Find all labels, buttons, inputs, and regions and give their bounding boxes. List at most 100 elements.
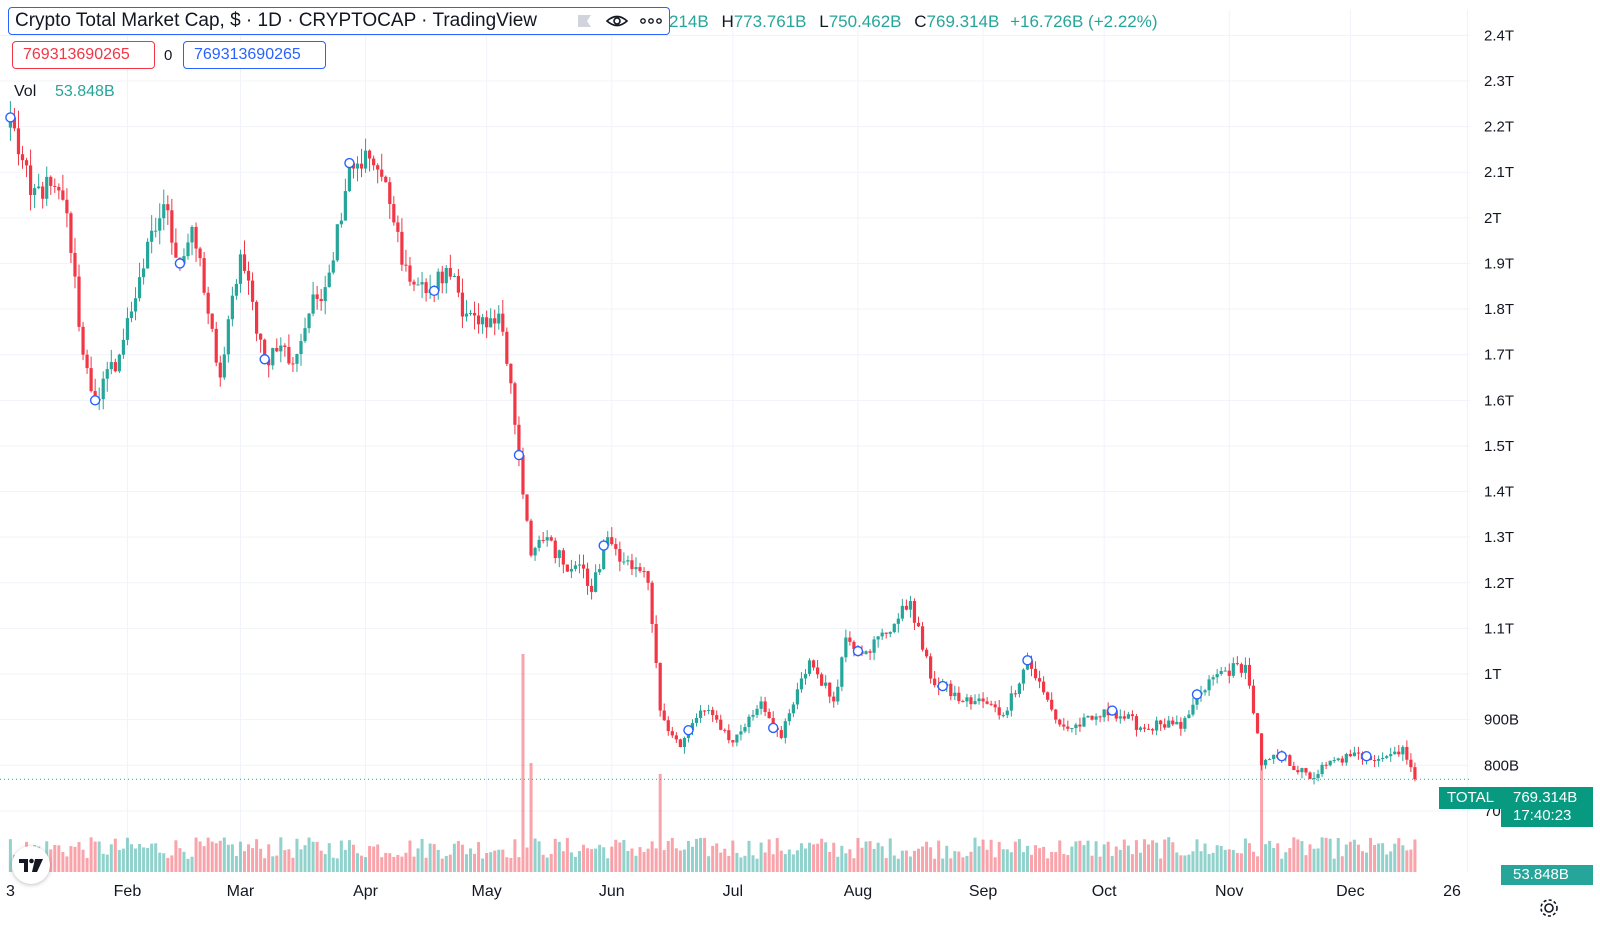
candle-body xyxy=(440,271,444,284)
candle-body xyxy=(190,226,194,243)
more-icon[interactable] xyxy=(639,16,663,26)
volume-bar xyxy=(921,846,925,872)
candle-body xyxy=(210,313,214,329)
candle-body xyxy=(618,549,622,562)
price-input-blue[interactable]: 769313690265 xyxy=(183,41,326,69)
candle-body xyxy=(1389,754,1393,757)
volume-bar xyxy=(646,848,650,872)
volume-bar xyxy=(670,837,674,872)
candle-body xyxy=(311,294,315,314)
candle-body xyxy=(1001,715,1005,717)
close-value: 769.314B xyxy=(926,12,1000,31)
candle-body xyxy=(141,268,146,278)
candle-body xyxy=(61,190,65,200)
volume-bar xyxy=(937,840,941,872)
candle-body xyxy=(626,560,630,562)
volume-bar xyxy=(674,848,678,872)
candle-body xyxy=(791,704,795,714)
y-tick-label: 1.5T xyxy=(1484,438,1514,455)
volume-bar xyxy=(1030,854,1034,872)
candle-body xyxy=(723,729,727,731)
tradingview-logo[interactable] xyxy=(12,846,50,884)
candle-body xyxy=(569,568,574,572)
volume-bar xyxy=(1163,839,1167,872)
candle-body xyxy=(630,560,634,570)
volume-bar xyxy=(295,838,299,872)
candle-body xyxy=(396,222,400,232)
y-tick-label: 1.1T xyxy=(1484,620,1514,637)
volume-bar xyxy=(303,845,307,872)
settings-gear-icon[interactable] xyxy=(1537,896,1561,920)
candle-body xyxy=(929,656,933,679)
candle-body xyxy=(275,347,279,352)
volume-bar xyxy=(97,841,101,872)
candle-body xyxy=(436,271,440,291)
volume-bar xyxy=(234,856,238,872)
price-input-red[interactable]: 769313690265 xyxy=(12,41,155,69)
volume-bar xyxy=(1215,845,1219,872)
eye-icon[interactable] xyxy=(605,12,629,30)
volume-bar xyxy=(840,845,844,872)
event-marker xyxy=(768,722,779,734)
volume-bar xyxy=(525,847,529,872)
volume-bar xyxy=(1130,854,1134,872)
candle-body xyxy=(747,716,751,728)
candle-body xyxy=(610,537,614,545)
candle-body xyxy=(868,651,872,653)
volume-bar xyxy=(190,856,194,872)
volume-bar xyxy=(626,851,630,872)
symbol-legend[interactable]: Crypto Total Market Cap, $ · 1D · CRYPTO… xyxy=(8,7,670,35)
volume-bar xyxy=(1175,852,1179,872)
volume-bar xyxy=(1070,846,1074,872)
volume-bar xyxy=(775,838,779,872)
candle-body xyxy=(1393,751,1397,755)
candle-body xyxy=(577,564,582,566)
candle-body xyxy=(533,547,537,556)
volume-bar xyxy=(1385,854,1389,872)
volume-bar xyxy=(1227,849,1231,872)
volume-bar xyxy=(1340,856,1344,872)
volume-bar xyxy=(202,846,206,872)
candle-body xyxy=(198,248,202,259)
candle-body xyxy=(368,150,372,159)
candle-body xyxy=(1320,764,1324,775)
volume-bar xyxy=(565,837,569,872)
candle-body xyxy=(343,191,347,221)
candle-body xyxy=(844,637,848,658)
volume-bar xyxy=(832,842,836,872)
volume-bar xyxy=(557,841,561,872)
candle-body xyxy=(347,163,352,192)
candle-body xyxy=(254,301,259,334)
volume-bar xyxy=(1086,840,1090,872)
volume-bar xyxy=(1336,838,1340,872)
candle-body xyxy=(279,345,283,352)
volume-bar xyxy=(174,840,178,872)
x-tick-label: Apr xyxy=(353,883,379,900)
volume-bar xyxy=(150,843,154,872)
candle-body xyxy=(767,711,771,719)
candle-body xyxy=(1207,679,1211,691)
flag-icon[interactable] xyxy=(575,12,595,30)
candle-body xyxy=(896,618,900,624)
candle-body xyxy=(888,632,892,634)
volume-bar xyxy=(868,841,872,872)
volume-bar xyxy=(908,856,912,872)
candle-body xyxy=(1223,670,1227,672)
candle-body xyxy=(1296,770,1300,773)
volume-bar xyxy=(577,851,581,872)
volume-bar xyxy=(360,855,364,872)
volume-bar xyxy=(852,858,856,872)
candle-body xyxy=(840,657,844,687)
volume-bar xyxy=(888,838,892,872)
volume-bar xyxy=(8,839,12,872)
candle-body xyxy=(872,639,876,653)
volume-tag: 53.848B xyxy=(1501,865,1593,885)
candle-body xyxy=(622,561,626,563)
candle-body xyxy=(743,727,747,732)
volume-bar xyxy=(969,851,973,872)
candle-body xyxy=(1332,760,1336,762)
candle-body xyxy=(525,494,529,521)
volume-bar xyxy=(158,852,162,872)
y-tick-label: 1.4T xyxy=(1484,484,1514,501)
